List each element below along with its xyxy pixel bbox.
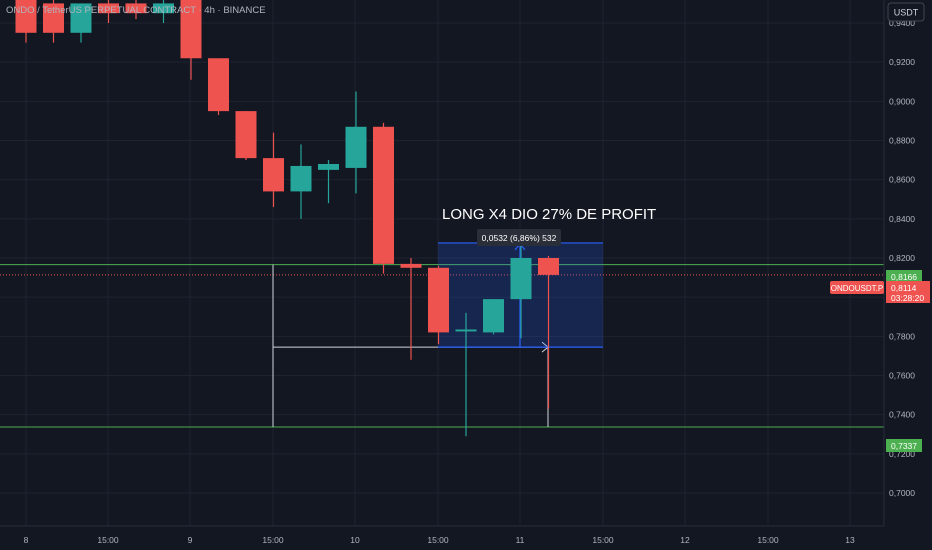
candle-7[interactable]	[208, 58, 229, 116]
candle-body	[510, 258, 532, 300]
time-tick-label: 15:00	[262, 535, 284, 545]
candle-body	[263, 158, 284, 192]
candle-body	[290, 165, 312, 192]
countdown-label: 03:28:20	[891, 293, 924, 303]
time-tick-label: 13	[845, 535, 855, 545]
candle-body	[455, 329, 477, 332]
candle-9[interactable]	[263, 132, 284, 208]
measure-label-background	[477, 229, 561, 246]
candle-2[interactable]	[70, 3, 92, 43]
candle-19[interactable]	[538, 256, 559, 409]
grid-lines	[0, 0, 884, 526]
time-tick-label: 11	[516, 535, 525, 545]
candle-13[interactable]	[373, 122, 394, 274]
candle-body	[345, 126, 367, 168]
price-axis[interactable]: 0,9400 0,9200 0,9000 0,8800 0,8600 0,8400 0,82…	[883, 0, 915, 526]
price-tick-label: 0,8200	[889, 253, 915, 263]
measure-label: 0,0532 (6,86%) 532	[482, 233, 557, 243]
price-tick-label: 0,9400	[889, 18, 915, 28]
price-tick-label: 0,7600	[889, 371, 915, 381]
time-axis[interactable]: 8 15:00 9 15:00 10 15:00 11 15:00 12 15:00 13	[0, 525, 884, 545]
time-tick-label: 10	[350, 535, 360, 545]
candle-15[interactable]	[428, 265, 449, 345]
price-tick-label: 0,7400	[889, 410, 915, 420]
candle-12[interactable]	[345, 91, 367, 194]
candle-body	[235, 111, 257, 159]
candle-16[interactable]	[455, 312, 477, 437]
candle-body	[373, 126, 394, 264]
time-tick-label: 8	[24, 535, 29, 545]
candle-body	[318, 164, 339, 170]
candle-14[interactable]	[400, 258, 422, 360]
level-top-label: 0,8166	[891, 272, 917, 282]
time-tick-label: 12	[680, 535, 690, 545]
price-tick-label: 0,7800	[889, 331, 915, 341]
price-tick-label: 0,8400	[889, 214, 915, 224]
candle-body	[98, 3, 119, 14]
candle-body	[70, 3, 92, 33]
level-bottom-label: 0,7337	[891, 441, 917, 451]
level-bottom-label-bg	[886, 439, 922, 452]
time-tick-label: 15:00	[427, 535, 449, 545]
candle-body	[125, 3, 147, 14]
candle-8[interactable]	[235, 111, 257, 161]
candle-11[interactable]	[318, 160, 339, 204]
candle-3[interactable]	[98, 0, 119, 23]
currency-label: USDT	[894, 8, 919, 18]
candle-1[interactable]	[43, 0, 64, 43]
symbol-tag-bg	[830, 281, 884, 294]
price-tick-label: 0,8600	[889, 175, 915, 185]
candle-0[interactable]	[15, 0, 37, 43]
last-price-label-bg	[886, 281, 930, 303]
level-top-label-bg	[886, 270, 922, 283]
candle-body	[43, 3, 64, 33]
candle-body	[15, 0, 37, 33]
candle-body	[400, 263, 422, 268]
time-tick-label: 15:00	[592, 535, 614, 545]
symbol-tag: ONDOUSDT.P	[831, 284, 883, 293]
candlestick-series[interactable]	[15, 0, 560, 437]
candle-body	[483, 299, 504, 333]
candle-body	[428, 267, 449, 333]
candle-4[interactable]	[125, 0, 147, 20]
time-tick-label: 15:00	[97, 535, 119, 545]
candle-body	[180, 0, 202, 59]
price-tick-label: 0,7200	[889, 449, 915, 459]
symbol-title: ONDO / TetherUS PERPETUAL CONTRACT · 4h …	[6, 5, 266, 16]
currency-button[interactable]	[887, 2, 925, 22]
price-tick-label: 0,7000	[889, 488, 915, 498]
candle-18[interactable]	[510, 242, 532, 339]
time-tick-label: 15:00	[757, 535, 779, 545]
last-price-label: 0,8114	[891, 283, 917, 293]
annotation-text: LONG X4 DIO 27% DE PROFIT	[442, 206, 656, 223]
price-tick-label: 0,9000	[889, 96, 915, 106]
candle-6[interactable]	[180, 0, 202, 80]
price-tick-label: 0,9200	[889, 57, 915, 67]
candle-5[interactable]	[153, 0, 174, 23]
candle-10[interactable]	[290, 144, 312, 219]
candle-body	[538, 258, 559, 275]
candle-17[interactable]	[483, 299, 504, 335]
candle-body	[208, 58, 229, 112]
price-tick-label: 0,8800	[889, 136, 915, 146]
time-tick-label: 9	[188, 535, 193, 545]
candle-body	[153, 3, 174, 14]
